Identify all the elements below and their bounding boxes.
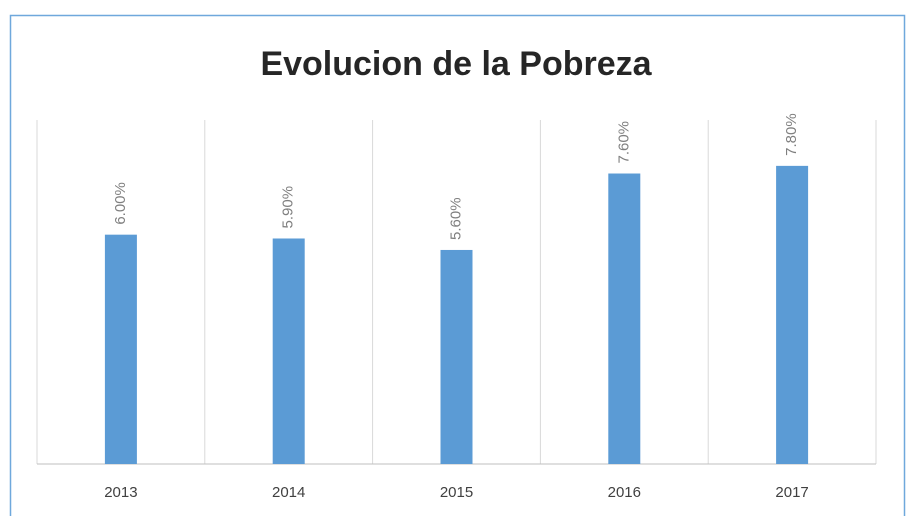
x-tick-label: 2015 (440, 484, 473, 501)
value-label: 5.90% (280, 186, 297, 229)
bar (104, 234, 137, 464)
bar (440, 249, 473, 464)
bar (776, 165, 809, 464)
value-label: 7.80% (783, 113, 800, 156)
x-tick-label: 2017 (775, 484, 808, 501)
chart-title: Evolucion de la Pobreza (260, 45, 652, 83)
value-label: 5.60% (447, 197, 464, 240)
bar (272, 238, 305, 464)
x-tick-label: 2016 (608, 484, 641, 501)
value-label: 6.00% (112, 182, 129, 225)
x-tick-label: 2014 (272, 484, 305, 501)
value-label: 7.60% (615, 121, 632, 164)
x-tick-label: 2013 (104, 484, 137, 501)
bar (608, 173, 641, 464)
